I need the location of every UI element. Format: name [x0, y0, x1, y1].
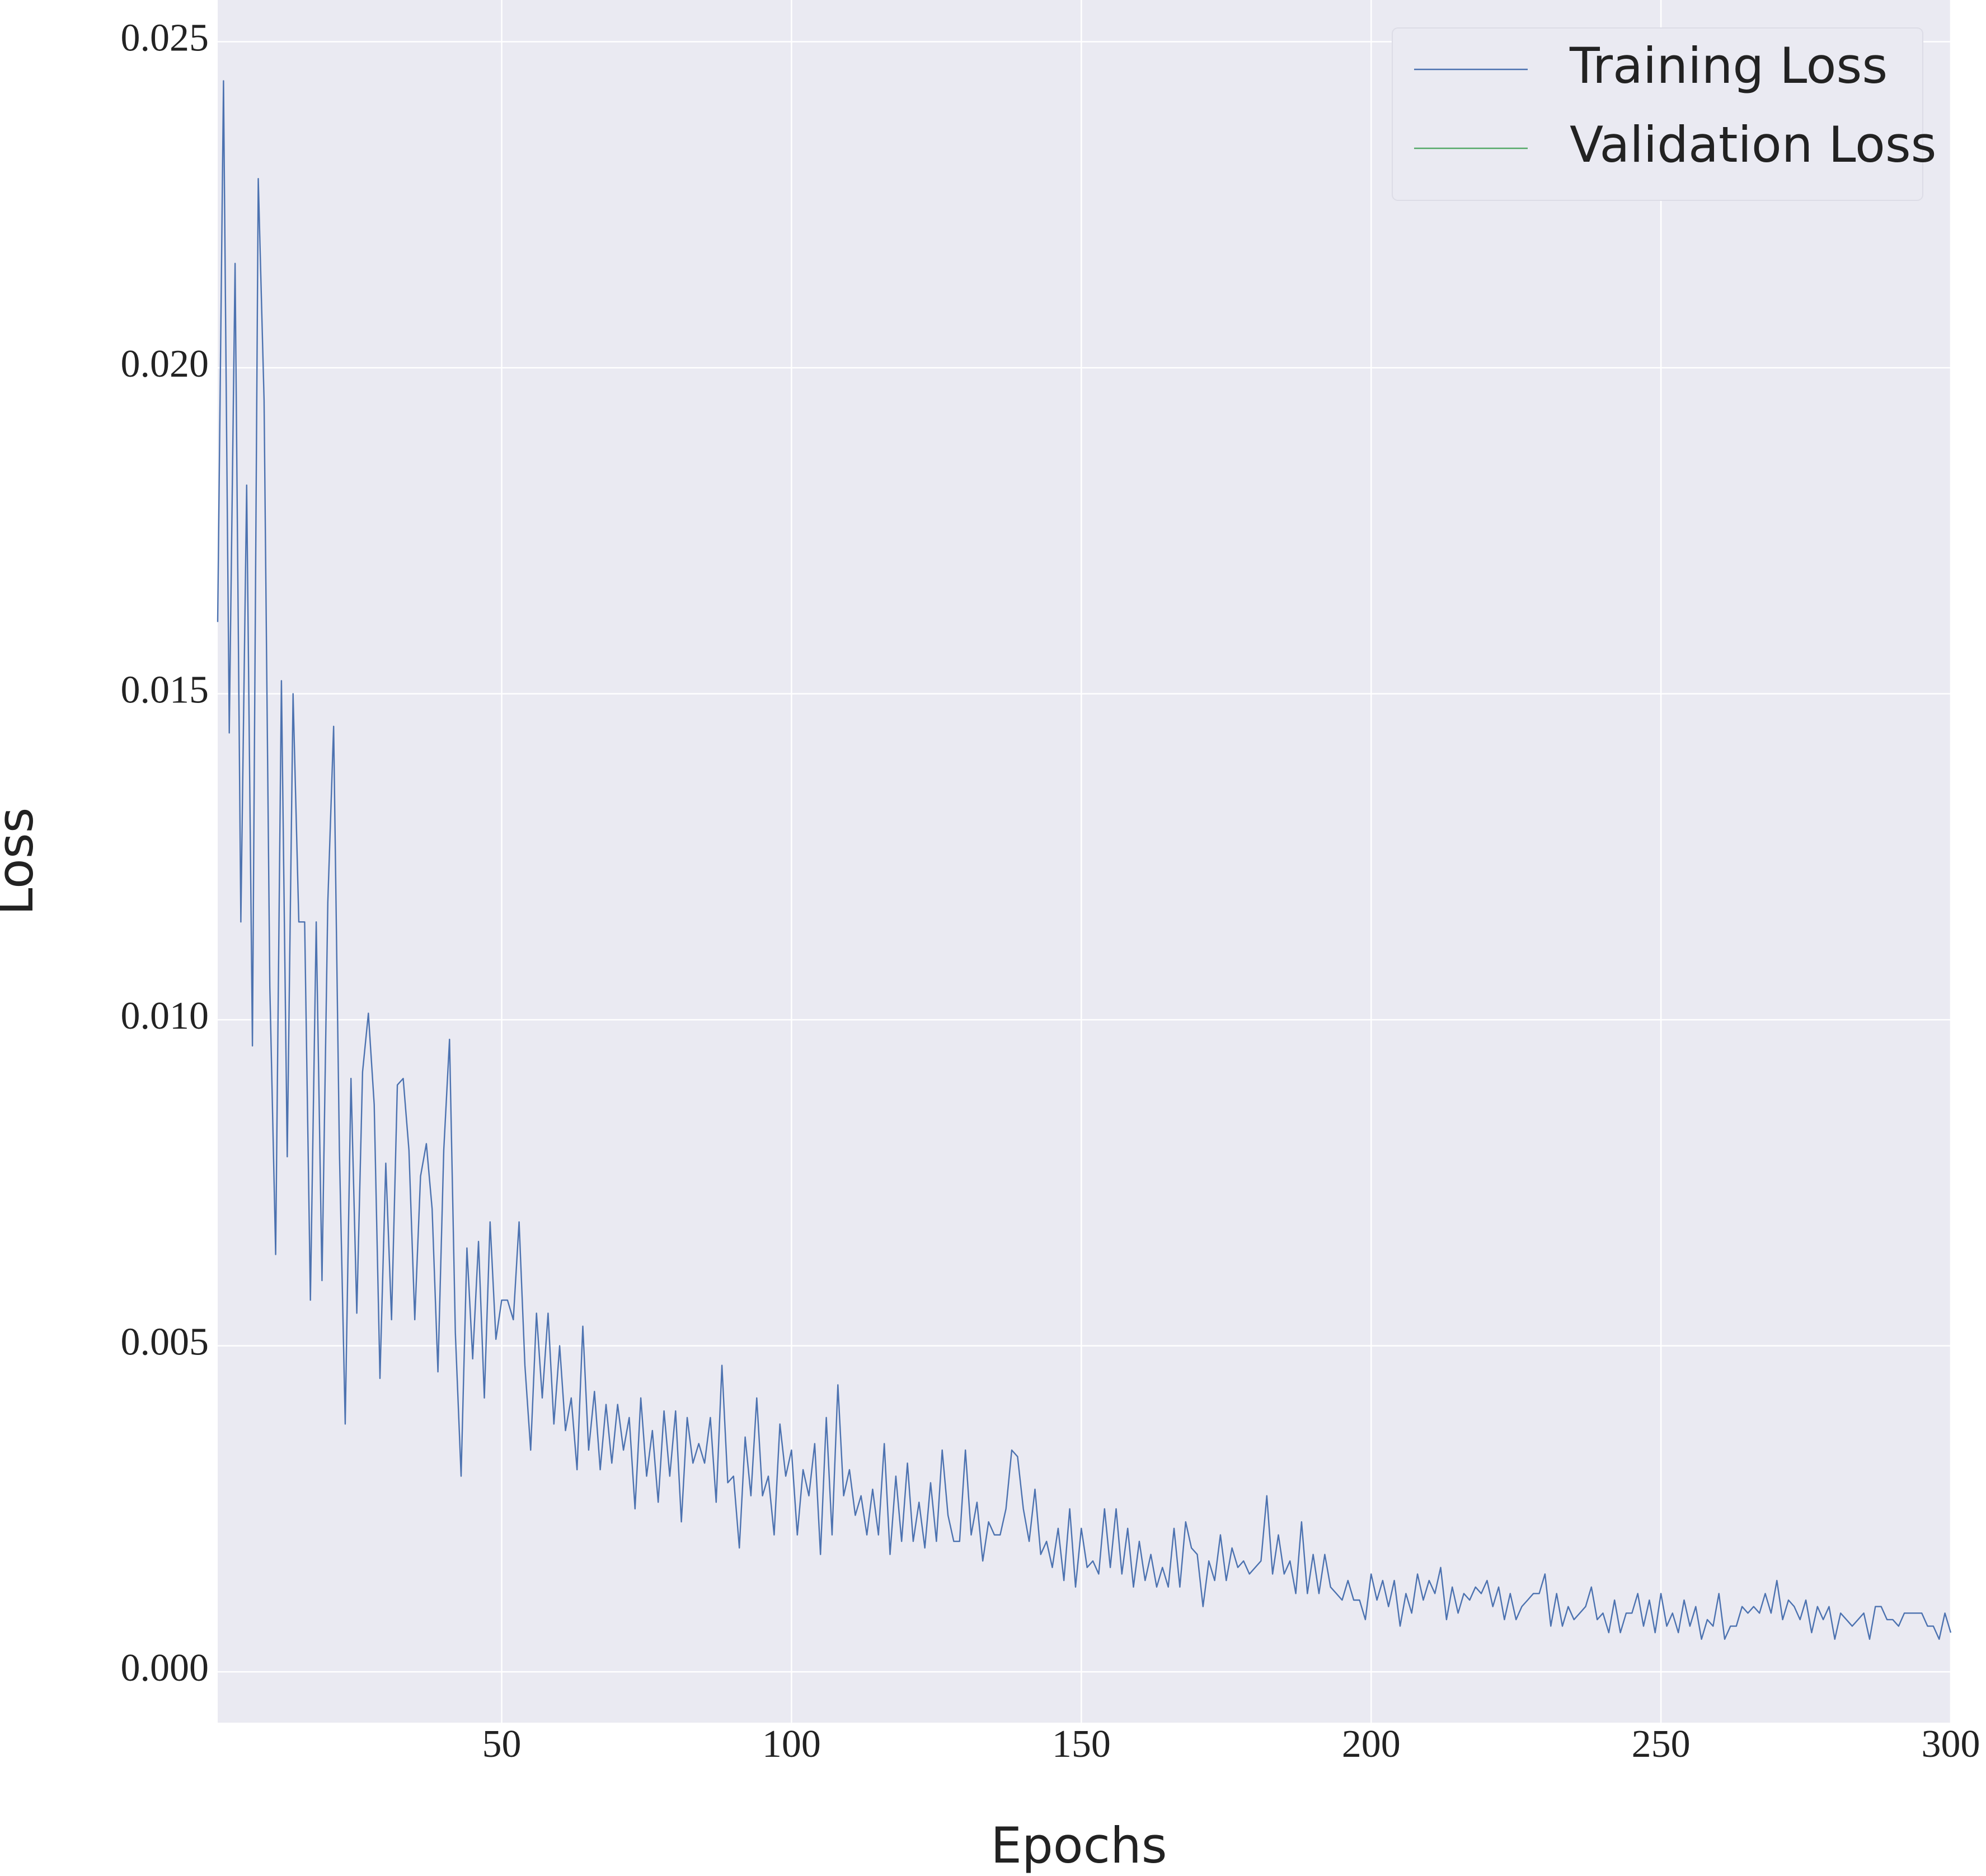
x-tick-label: 50 — [482, 1723, 522, 1766]
y-tick-label: 0.005 — [121, 1321, 209, 1364]
x-tick-label: 300 — [1922, 1723, 1980, 1766]
y-tick-label: 0.015 — [121, 669, 209, 712]
plot-area — [218, 0, 1951, 1723]
x-tick-label: 250 — [1632, 1723, 1691, 1766]
legend: Training Loss Validation Loss — [1392, 27, 1937, 201]
y-tick-label: 0.010 — [121, 995, 209, 1038]
legend-label: Training Loss — [1569, 37, 1888, 95]
y-tick-label: 0.000 — [121, 1647, 209, 1690]
x-tick-label: 200 — [1342, 1723, 1401, 1766]
x-axis-label: Epochs — [990, 1817, 1167, 1874]
y-tick-label: 0.020 — [121, 343, 209, 386]
data-line — [217, 80, 1952, 1640]
y-tick-label: 0.025 — [121, 17, 209, 60]
x-tick-label: 150 — [1052, 1723, 1111, 1766]
y-axis-label: Loss — [0, 807, 44, 915]
legend-label: Validation Loss — [1570, 116, 1937, 173]
legend-box — [1392, 27, 1923, 201]
x-tick-label: 100 — [762, 1723, 821, 1766]
